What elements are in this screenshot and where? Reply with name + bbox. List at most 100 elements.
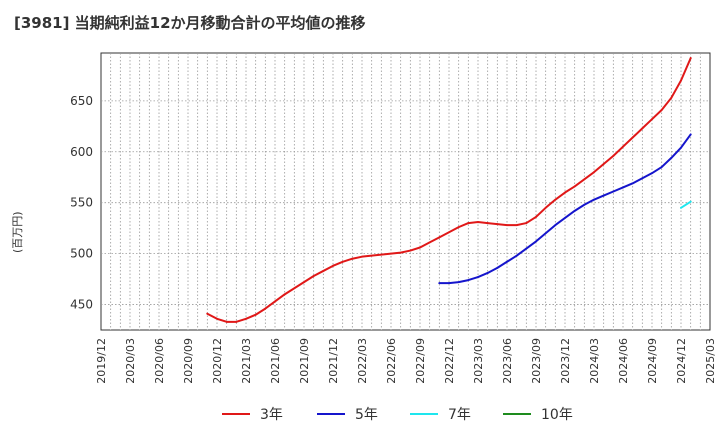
series-point-0 [583, 178, 586, 181]
x-tick-label: 2024/06 [617, 338, 630, 384]
series-point-0 [448, 231, 450, 234]
x-tick-label: 2021/06 [269, 338, 282, 384]
series-point-0 [660, 109, 663, 111]
x-tick-label: 2023/09 [530, 338, 543, 384]
series-point-0 [554, 198, 557, 201]
series-point-0 [419, 246, 421, 249]
series-point-1 [641, 177, 644, 180]
series-point-1 [564, 217, 566, 219]
x-tick-label: 2021/12 [327, 338, 340, 384]
series-point-1 [689, 133, 692, 136]
series-point-1 [535, 240, 537, 243]
series-point-1 [448, 282, 450, 285]
series-point-0 [409, 249, 412, 252]
grid-layer [100, 52, 711, 331]
series-point-1 [660, 166, 663, 168]
series-point-0 [245, 317, 247, 320]
series-point-0 [390, 252, 392, 255]
series-point-1 [554, 224, 557, 227]
series-point-0 [264, 307, 267, 310]
x-tick-label: 2024/03 [588, 338, 601, 384]
series-point-1 [670, 156, 673, 159]
series-point-0 [303, 281, 305, 284]
series-point-0 [341, 260, 344, 263]
series-point-2 [680, 206, 682, 209]
x-tick-label: 2021/09 [298, 338, 311, 384]
series-line-2 [680, 200, 692, 209]
x-tick-label: 2023/12 [559, 338, 572, 384]
series-point-0 [651, 118, 653, 121]
series-point-1 [680, 146, 682, 149]
series-point-0 [206, 312, 209, 315]
series-point-0 [486, 222, 489, 224]
series-point-0 [293, 287, 296, 290]
series-point-1 [583, 203, 586, 206]
series-point-1 [438, 282, 441, 285]
series-point-0 [622, 145, 624, 148]
series-point-0 [602, 163, 605, 165]
series-point-0 [370, 254, 373, 257]
x-tick-label: 2020/09 [182, 338, 195, 384]
legend-item-3yr: 3年 [222, 402, 283, 426]
chart-title: [3981] 当期純利益12か月移動合計の平均値の推移 [14, 14, 366, 32]
series-point-0 [689, 57, 692, 59]
series-point-0 [380, 253, 383, 256]
legend-swatch-10yr [503, 413, 531, 415]
x-tick-label: 2022/06 [385, 338, 398, 384]
legend-label-5yr: 5年 [355, 407, 378, 423]
series-point-1 [506, 260, 508, 263]
series-point-0 [428, 241, 431, 244]
series-point-1 [544, 232, 547, 235]
series-point-0 [312, 275, 315, 277]
x-tick-label: 2024/09 [646, 338, 659, 384]
series-point-1 [573, 209, 576, 212]
series-point-0 [283, 293, 286, 296]
series-point-0 [322, 270, 325, 272]
series-point-0 [477, 221, 479, 223]
series-point-0 [467, 222, 470, 224]
series-point-1 [457, 281, 460, 284]
x-tick-label: 2021/03 [240, 338, 253, 384]
series-point-0 [612, 154, 615, 157]
legend-label-10yr: 10年 [541, 407, 573, 423]
y-tick-label: 650 [70, 94, 93, 108]
legend-swatch-7yr [410, 413, 438, 415]
y-tick-label: 450 [70, 298, 93, 312]
legend-swatch-5yr [317, 413, 345, 415]
series-point-0 [506, 224, 508, 227]
plot-frame [100, 52, 711, 331]
series-point-0 [573, 185, 576, 188]
series-point-1 [631, 182, 634, 185]
series-point-1 [622, 186, 624, 189]
x-tick-label: 2020/03 [124, 338, 137, 384]
series-point-0 [216, 317, 218, 320]
x-tick-label: 2022/09 [414, 338, 427, 384]
x-tick-label: 2023/06 [501, 338, 514, 384]
series-point-0 [361, 255, 363, 258]
x-tick-label: 2020/06 [153, 338, 166, 384]
series-point-1 [525, 247, 528, 250]
series-point-1 [486, 272, 489, 274]
series-point-1 [496, 266, 499, 269]
legend-item-10yr: 10年 [503, 402, 573, 426]
series-point-0 [438, 236, 441, 239]
x-tick-label: 2020/12 [211, 338, 224, 384]
legend: 3年 5年 7年 10年 [0, 402, 720, 426]
series-point-0 [544, 206, 547, 209]
series-point-0 [332, 264, 334, 267]
series-point-1 [602, 194, 605, 197]
series-point-0 [670, 96, 673, 99]
series-point-2 [689, 200, 692, 203]
x-tick-label: 2022/12 [443, 338, 456, 384]
x-tick-label: 2024/12 [675, 338, 688, 384]
series-point-1 [612, 190, 615, 193]
x-tick-label: 2025/03 [704, 338, 717, 384]
series-point-1 [593, 198, 595, 201]
legend-label-7yr: 7年 [448, 407, 471, 423]
series-point-0 [680, 79, 682, 82]
axis-layer: 450 500 550 600 650 2019/12 2020/03 2020/06 2020… [70, 94, 717, 384]
legend-item-7yr: 7年 [410, 402, 471, 426]
x-tick-label: 2023/03 [472, 338, 485, 384]
series-layer [206, 57, 692, 323]
